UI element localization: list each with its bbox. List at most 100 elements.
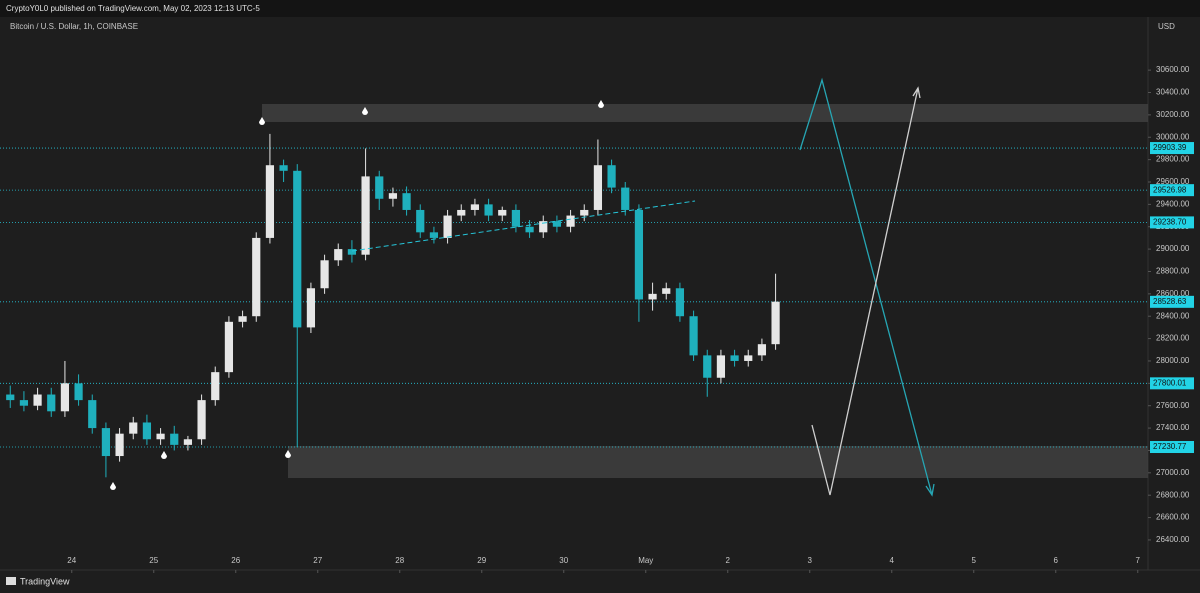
y-tick-label: 28000.00 xyxy=(1156,356,1190,365)
candle-body xyxy=(238,316,247,322)
candle-body xyxy=(484,204,493,216)
level-label: 27230.77 xyxy=(1153,442,1187,451)
logo-icon xyxy=(6,577,16,585)
candle-body xyxy=(156,433,165,440)
arrow-head xyxy=(925,483,935,497)
x-tick-label: 24 xyxy=(67,556,76,565)
candle-body xyxy=(539,221,548,233)
level-label-box xyxy=(1150,441,1194,454)
trendline xyxy=(351,200,696,252)
pivot-marker xyxy=(161,451,167,459)
y-tick-label: 29600.00 xyxy=(1156,177,1190,186)
candle-body xyxy=(129,422,138,434)
x-tick-label: 29 xyxy=(477,556,486,565)
level-label: 27800.01 xyxy=(1153,378,1187,387)
level-label: 29238.70 xyxy=(1153,218,1187,227)
candle-body xyxy=(621,187,630,210)
pivot-markers xyxy=(110,100,604,490)
level-label-box xyxy=(1150,295,1194,308)
candle-body xyxy=(320,260,329,289)
arrow-head xyxy=(912,86,921,99)
candle-body xyxy=(566,215,575,227)
candle-body xyxy=(293,170,302,328)
candle-body xyxy=(306,288,316,328)
x-tick-label: 7 xyxy=(1136,556,1141,565)
candle-body xyxy=(279,165,288,171)
y-tick-label: 27400.00 xyxy=(1156,423,1190,432)
candle-body xyxy=(552,221,562,227)
candle-body xyxy=(648,293,657,300)
candle-body xyxy=(511,209,521,227)
candle-body xyxy=(265,165,275,238)
y-tick-label: 26400.00 xyxy=(1156,535,1190,544)
candle-body xyxy=(33,394,42,406)
y-tick-label: 29400.00 xyxy=(1156,199,1190,208)
candle-body xyxy=(88,400,97,429)
candle-body xyxy=(224,321,234,373)
candle-body xyxy=(457,209,466,216)
level-label-box xyxy=(1150,377,1194,390)
level-label: 29903.39 xyxy=(1153,143,1187,152)
candle-body xyxy=(197,400,206,440)
pivot-marker xyxy=(362,107,368,115)
candle-body xyxy=(6,394,15,401)
y-tick-label: 30600.00 xyxy=(1156,65,1190,74)
candle-body xyxy=(525,226,534,233)
candle-body xyxy=(730,355,739,361)
y-tick-label: 30000.00 xyxy=(1156,132,1190,141)
x-tick-label: 3 xyxy=(808,556,813,565)
x-tick-label: 30 xyxy=(559,556,568,565)
x-tick-label: 4 xyxy=(890,556,895,565)
candle-body xyxy=(703,355,712,378)
footer: TradingView xyxy=(20,576,70,586)
x-tick-label: 27 xyxy=(313,556,322,565)
candle-body xyxy=(74,383,83,401)
y-axis-label: USD xyxy=(1158,22,1175,31)
level-label-box xyxy=(1150,184,1194,197)
drawings xyxy=(110,77,935,497)
candle-body xyxy=(429,232,439,238)
chart-title: Bitcoin / U.S. Dollar, 1h, COINBASE xyxy=(10,22,138,31)
logo: TradingView xyxy=(6,576,70,586)
candle-body xyxy=(757,344,767,356)
candle-body xyxy=(347,249,357,255)
candle-body xyxy=(716,355,726,378)
candle-body xyxy=(361,176,370,255)
candle-body xyxy=(170,433,179,445)
level-label: 29526.98 xyxy=(1153,185,1187,194)
candle-body xyxy=(744,355,753,361)
candle-body xyxy=(47,394,56,412)
y-tick-label: 28800.00 xyxy=(1156,267,1190,276)
candle-body xyxy=(142,422,152,440)
pivot-marker xyxy=(110,482,116,490)
y-tick-label: 27000.00 xyxy=(1156,468,1190,477)
header-bar xyxy=(0,0,1200,17)
candle-body xyxy=(252,237,261,317)
candle-body xyxy=(19,400,29,406)
candle-body xyxy=(334,249,343,261)
candle-body xyxy=(607,165,616,188)
x-tick-label: 2 xyxy=(726,556,731,565)
y-tick-label: 26800.00 xyxy=(1156,490,1190,499)
candle-body xyxy=(634,209,644,300)
pivot-marker xyxy=(259,117,265,125)
pivot-marker xyxy=(285,450,291,458)
candle-body xyxy=(593,165,603,210)
x-tick-label: 6 xyxy=(1054,556,1059,565)
candle-body xyxy=(211,372,220,401)
header: CryptoY0L0 published on TradingView.com,… xyxy=(6,4,260,13)
y-tick-label: 28400.00 xyxy=(1156,311,1190,320)
candle-body xyxy=(498,209,507,216)
candle-body xyxy=(402,193,411,210)
y-tick-label: 29000.00 xyxy=(1156,244,1190,253)
candle-body xyxy=(771,301,780,345)
y-tick-label: 29800.00 xyxy=(1156,155,1190,164)
candle-body xyxy=(416,209,425,233)
x-tick-label: 5 xyxy=(972,556,977,565)
projection-path xyxy=(799,77,933,496)
candle-body xyxy=(388,193,398,199)
support-zone xyxy=(288,446,1148,478)
pivot-marker xyxy=(598,100,604,108)
candle-body xyxy=(60,383,70,412)
